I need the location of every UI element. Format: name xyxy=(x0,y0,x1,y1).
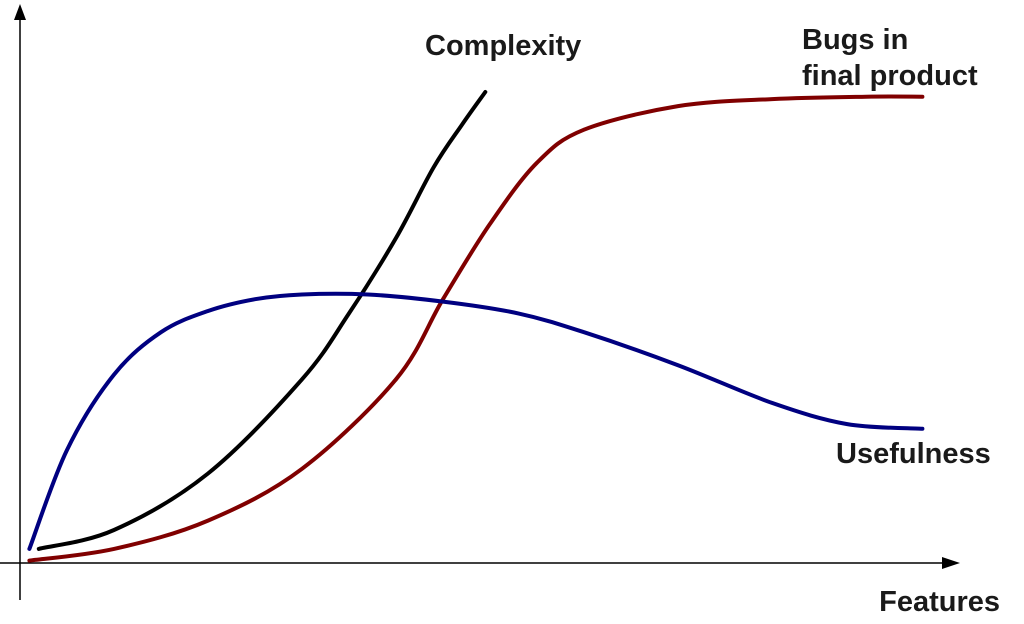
series-line-usefulness xyxy=(27,291,925,551)
x-axis xyxy=(0,557,960,569)
series-curves xyxy=(27,90,925,563)
x-axis-label: Features xyxy=(879,586,1000,618)
series-label-bugs-line2: final product xyxy=(802,60,978,92)
series-line-bugs xyxy=(27,94,925,563)
y-axis xyxy=(14,4,26,600)
x-axis-arrow xyxy=(942,557,960,569)
y-axis-arrow xyxy=(14,4,26,20)
series-label-usefulness: Usefulness xyxy=(836,438,991,470)
series-label-complexity: Complexity xyxy=(425,30,581,62)
series-label-bugs-line1: Bugs in xyxy=(802,24,908,56)
series-line-complexity xyxy=(36,90,488,551)
series-label-bugs: Bugs in final product xyxy=(802,24,978,92)
